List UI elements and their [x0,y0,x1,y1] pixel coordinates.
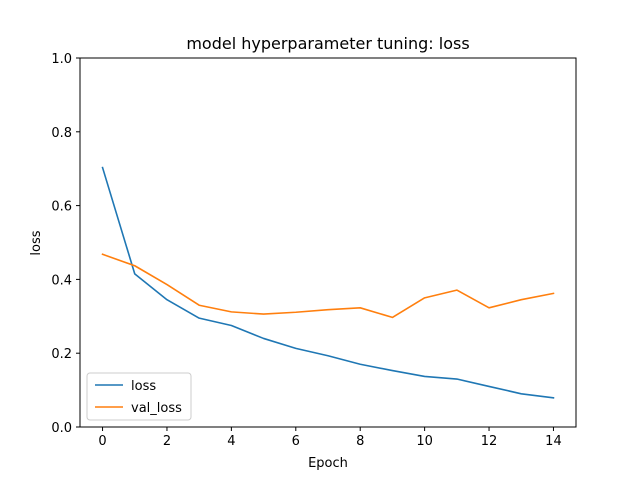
x-tick-label: 12 [481,434,498,449]
y-tick-label: 0.6 [51,200,72,215]
x-tick-label: 2 [163,434,171,449]
y-tick-label: 1.0 [51,52,72,67]
legend-label-val-loss: val_loss [131,401,182,416]
y-axis: 0.0 0.2 0.4 0.6 0.8 1.0 [51,52,80,436]
series-line-loss [101,166,555,399]
x-tick-label: 10 [416,434,433,449]
y-axis-label: loss [29,230,44,255]
y-tick-label: 0.8 [51,126,72,141]
y-tick-label: 0.4 [51,273,72,288]
x-tick-label: 0 [98,434,106,449]
x-tick-label: 4 [227,434,235,449]
legend-label-loss: loss [131,379,156,394]
x-axis-label: Epoch [308,456,348,471]
y-tick-label: 0.2 [51,347,72,362]
series-line-val-loss [101,253,555,319]
plot-background [80,58,576,427]
plot-frame [79,57,577,428]
x-tick-label: 14 [545,434,562,449]
chart-title: model hyperparameter tuning: loss [186,34,469,53]
x-axis: 0 2 4 6 8 10 12 14 [98,427,562,449]
x-tick-label: 8 [356,434,364,449]
y-tick-label: 0.0 [51,421,72,436]
legend: loss val_loss [86,372,192,421]
x-tick-label: 6 [292,434,300,449]
plot-area [79,57,577,428]
series-layer [101,166,555,399]
